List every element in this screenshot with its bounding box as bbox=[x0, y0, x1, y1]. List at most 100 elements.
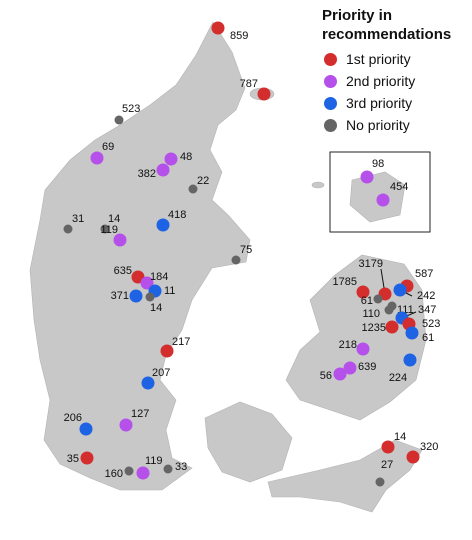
site-marker bbox=[343, 361, 357, 375]
lolland-falster bbox=[267, 439, 423, 513]
site-marker bbox=[119, 418, 133, 432]
site-marker bbox=[156, 218, 170, 232]
funen bbox=[204, 401, 293, 483]
site-label: 587 bbox=[415, 268, 433, 280]
site-label: 523 bbox=[122, 103, 140, 115]
site-marker bbox=[376, 193, 390, 207]
legend-swatch bbox=[324, 96, 337, 110]
site-label: 119 bbox=[100, 224, 118, 236]
site-label: 31 bbox=[72, 213, 84, 225]
site-marker bbox=[385, 320, 399, 334]
site-marker bbox=[188, 184, 198, 194]
site-label: 48 bbox=[180, 151, 192, 163]
site-label: 1235 bbox=[362, 322, 386, 334]
site-marker bbox=[405, 326, 419, 340]
site-label: 184 bbox=[150, 271, 168, 283]
site-label: 320 bbox=[420, 441, 438, 453]
site-label: 61 bbox=[422, 332, 434, 344]
site-marker bbox=[356, 285, 370, 299]
jutland bbox=[29, 21, 251, 491]
site-marker bbox=[114, 115, 124, 125]
site-marker bbox=[231, 255, 241, 265]
site-label: 11 bbox=[164, 285, 175, 297]
legend-swatch bbox=[324, 118, 337, 132]
site-label: 160 bbox=[105, 468, 123, 480]
site-label: 347 bbox=[418, 304, 436, 316]
site-label: 69 bbox=[102, 141, 114, 153]
legend-item: No priority bbox=[322, 114, 415, 136]
site-marker bbox=[406, 450, 420, 464]
site-label: 14 bbox=[394, 431, 406, 443]
site-label: 98 bbox=[372, 158, 384, 170]
site-marker bbox=[333, 367, 347, 381]
site-marker bbox=[211, 21, 225, 35]
legend-title: Priority in recommendations bbox=[322, 7, 452, 43]
site-marker bbox=[387, 301, 397, 311]
site-marker bbox=[129, 289, 143, 303]
site-label: 523 bbox=[422, 318, 440, 330]
site-label: 787 bbox=[240, 78, 258, 90]
site-label: 218 bbox=[339, 339, 357, 351]
site-marker bbox=[360, 170, 374, 184]
legend: 1st priority 2nd priority 3rd priority No p… bbox=[322, 48, 415, 136]
site-label: 75 bbox=[240, 244, 252, 256]
site-label: 119 bbox=[145, 455, 163, 467]
site-label: 418 bbox=[168, 209, 186, 221]
site-label: 14 bbox=[150, 302, 162, 314]
legend-item: 2nd priority bbox=[322, 70, 415, 92]
site-marker bbox=[375, 477, 385, 487]
legend-item: 3rd priority bbox=[322, 92, 415, 114]
site-label: 371 bbox=[111, 290, 129, 302]
site-label: 22 bbox=[197, 175, 209, 187]
site-marker bbox=[163, 464, 173, 474]
site-marker bbox=[80, 451, 94, 465]
site-label: 61 bbox=[361, 295, 373, 307]
site-label: 33 bbox=[175, 461, 187, 473]
site-marker bbox=[403, 353, 417, 367]
site-marker bbox=[140, 276, 154, 290]
site-marker bbox=[356, 342, 370, 356]
site-marker bbox=[373, 294, 383, 304]
legend-swatch bbox=[324, 52, 337, 66]
site-marker bbox=[79, 422, 93, 436]
legend-label: 3rd priority bbox=[346, 95, 413, 111]
site-marker bbox=[257, 87, 271, 101]
site-label: 127 bbox=[131, 408, 149, 420]
legend-label: No priority bbox=[346, 117, 410, 133]
inset-box bbox=[329, 151, 431, 233]
site-label: 382 bbox=[138, 168, 156, 180]
site-label: 1785 bbox=[333, 276, 357, 288]
site-marker bbox=[160, 344, 174, 358]
site-marker bbox=[393, 283, 407, 297]
legend-swatch bbox=[324, 74, 337, 88]
site-label: 639 bbox=[358, 361, 376, 373]
legend-label: 2nd priority bbox=[346, 73, 416, 89]
site-label: 3179 bbox=[359, 258, 383, 270]
site-label: 206 bbox=[64, 412, 82, 424]
anholt bbox=[311, 181, 325, 189]
site-label: 635 bbox=[114, 265, 132, 277]
legend-label: 1st priority bbox=[346, 51, 411, 67]
site-label: 27 bbox=[381, 459, 393, 471]
site-marker bbox=[100, 224, 110, 234]
site-label: 859 bbox=[230, 30, 248, 42]
site-label: 110 bbox=[362, 308, 380, 320]
site-marker bbox=[381, 440, 395, 454]
site-marker bbox=[90, 151, 104, 165]
legend-item: 1st priority bbox=[322, 48, 415, 70]
site-marker bbox=[63, 224, 73, 234]
site-label: 454 bbox=[390, 181, 408, 193]
site-label: 217 bbox=[172, 336, 190, 348]
site-marker bbox=[156, 163, 170, 177]
site-label: 242 bbox=[417, 290, 435, 302]
site-marker bbox=[164, 152, 178, 166]
site-marker bbox=[145, 292, 155, 302]
site-marker bbox=[136, 466, 150, 480]
site-label: 224 bbox=[389, 372, 407, 384]
site-marker bbox=[141, 376, 155, 390]
site-marker bbox=[113, 233, 127, 247]
site-label: 14 bbox=[108, 213, 120, 225]
site-label: 35 bbox=[67, 453, 79, 465]
